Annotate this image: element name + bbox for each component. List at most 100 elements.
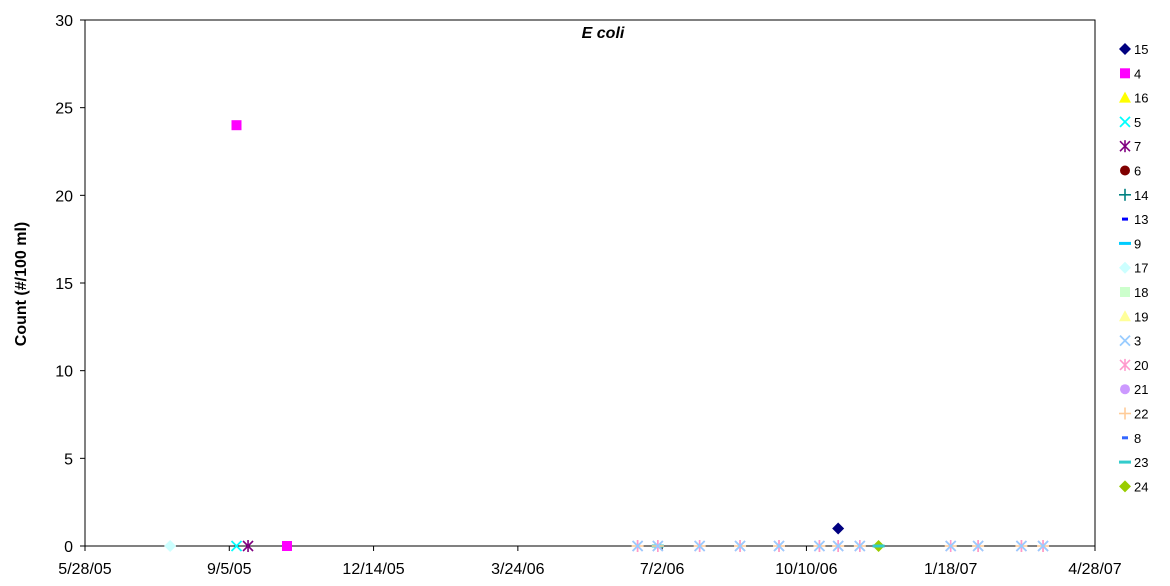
legend-marker	[1119, 407, 1131, 420]
data-point-series-3	[945, 540, 957, 552]
legend-marker	[1119, 310, 1131, 322]
data-point-series-3	[1037, 540, 1049, 552]
legend-item: 24	[1119, 479, 1148, 494]
legend-label: 6	[1134, 164, 1141, 179]
x-tick-label: 5/28/05	[58, 561, 111, 578]
y-tick-label: 30	[55, 13, 73, 30]
legend-item: 20	[1119, 358, 1148, 373]
legend-item: 8	[1122, 431, 1141, 446]
legend-item: 15	[1119, 42, 1148, 57]
legend-label: 5	[1134, 115, 1141, 130]
y-tick-label: 25	[55, 101, 73, 118]
legend-label: 8	[1134, 431, 1141, 446]
data-point-series-3	[854, 540, 866, 552]
x-tick-label: 1/18/07	[924, 561, 977, 578]
y-tick-label: 0	[64, 539, 73, 556]
data-point-series-3	[773, 540, 785, 552]
plot-area-frame	[84, 19, 1096, 547]
y-tick-label: 10	[55, 364, 73, 381]
legend-marker	[1122, 436, 1128, 440]
data-point-series-3	[972, 540, 984, 552]
legend-item: 19	[1119, 309, 1148, 324]
legend-item: 5	[1119, 115, 1141, 130]
legend-item: 7	[1119, 139, 1141, 154]
x-tick-label: 9/5/05	[207, 561, 252, 578]
legend-item: 3	[1119, 334, 1141, 349]
x-axis: 5/28/05 9/5/05 12/14/05 3/24/06 7/2/06 10/10/…	[58, 546, 1122, 578]
legend-marker	[1120, 68, 1130, 79]
legend-item: 16	[1119, 91, 1148, 106]
legend-label: 24	[1134, 479, 1148, 494]
data-point-series-15	[832, 522, 845, 535]
y-tick-label: 15	[55, 276, 73, 293]
y-axis-label: Count (#/100 ml)	[13, 222, 30, 346]
x-tick-label: 12/14/05	[342, 561, 404, 578]
legend-item: 23	[1119, 455, 1148, 470]
legend-marker	[1119, 261, 1131, 274]
legend-label: 3	[1134, 334, 1141, 349]
x-tick-label: 7/2/06	[640, 561, 685, 578]
legend-marker	[1120, 165, 1130, 176]
legend-marker	[1119, 241, 1131, 245]
legend-item: 22	[1119, 407, 1148, 422]
x-tick-label: 4/28/07	[1068, 561, 1121, 578]
legend-marker	[1119, 140, 1131, 153]
data-point-series-4	[282, 541, 292, 551]
legend-label: 21	[1134, 382, 1148, 397]
legend-label: 23	[1134, 455, 1148, 470]
legend-marker	[1120, 384, 1130, 395]
legend-marker	[1119, 188, 1131, 201]
legend-item: 4	[1120, 66, 1141, 81]
legend-marker	[1119, 91, 1131, 103]
data-point-series-4	[231, 120, 242, 131]
legend-item: 6	[1120, 164, 1141, 179]
legend-label: 20	[1134, 358, 1148, 373]
legend-label: 16	[1134, 91, 1148, 106]
y-axis: 0 5 10 15 20 25 30	[55, 13, 85, 556]
legend-label: 14	[1134, 188, 1148, 203]
data-point-series-3	[734, 540, 746, 552]
data-point-series-3	[631, 540, 644, 552]
legend-item: 18	[1120, 285, 1148, 300]
legend-label: 17	[1134, 261, 1148, 276]
x-tick-label: 3/24/06	[491, 561, 544, 578]
y-tick-label: 5	[64, 451, 73, 468]
data-point-series-5	[230, 540, 243, 552]
chart-title: E coli	[582, 25, 625, 42]
data-points	[164, 120, 1050, 552]
data-point-series-3	[1015, 540, 1028, 552]
legend-label: 4	[1134, 66, 1141, 81]
legend-marker	[1119, 460, 1131, 464]
legend-item: 21	[1120, 382, 1148, 397]
legend-label: 19	[1134, 309, 1148, 324]
legend-label: 22	[1134, 407, 1148, 422]
legend-item: 17	[1119, 261, 1148, 276]
legend-label: 15	[1134, 42, 1148, 57]
legend-marker	[1119, 480, 1131, 493]
legend-item: 14	[1119, 188, 1148, 203]
legend-item: 13	[1122, 212, 1148, 227]
data-point-series-3	[652, 540, 664, 552]
legend-marker	[1120, 287, 1130, 297]
legend-marker	[1119, 334, 1131, 347]
data-point-series-23	[872, 544, 885, 548]
legend-marker	[1119, 358, 1131, 371]
legend-label: 18	[1134, 285, 1148, 300]
legend-label: 7	[1134, 139, 1141, 154]
legend: 15 4 16 5 7 6 14 13 9 17 18 19 3 20 21 22 8 23 24	[1119, 42, 1148, 494]
data-point-series-3	[694, 540, 706, 552]
data-point-series-17	[164, 540, 177, 552]
legend-marker	[1122, 217, 1128, 221]
data-point-series-3	[813, 540, 826, 552]
data-point-series-7	[242, 540, 254, 552]
legend-marker	[1119, 43, 1131, 55]
y-tick-label: 20	[55, 188, 73, 205]
legend-marker	[1119, 116, 1131, 128]
legend-label: 13	[1134, 212, 1148, 227]
legend-item: 9	[1119, 236, 1141, 251]
legend-label: 9	[1134, 236, 1141, 251]
data-point-series-3	[832, 540, 844, 552]
x-tick-label: 10/10/06	[775, 561, 837, 578]
